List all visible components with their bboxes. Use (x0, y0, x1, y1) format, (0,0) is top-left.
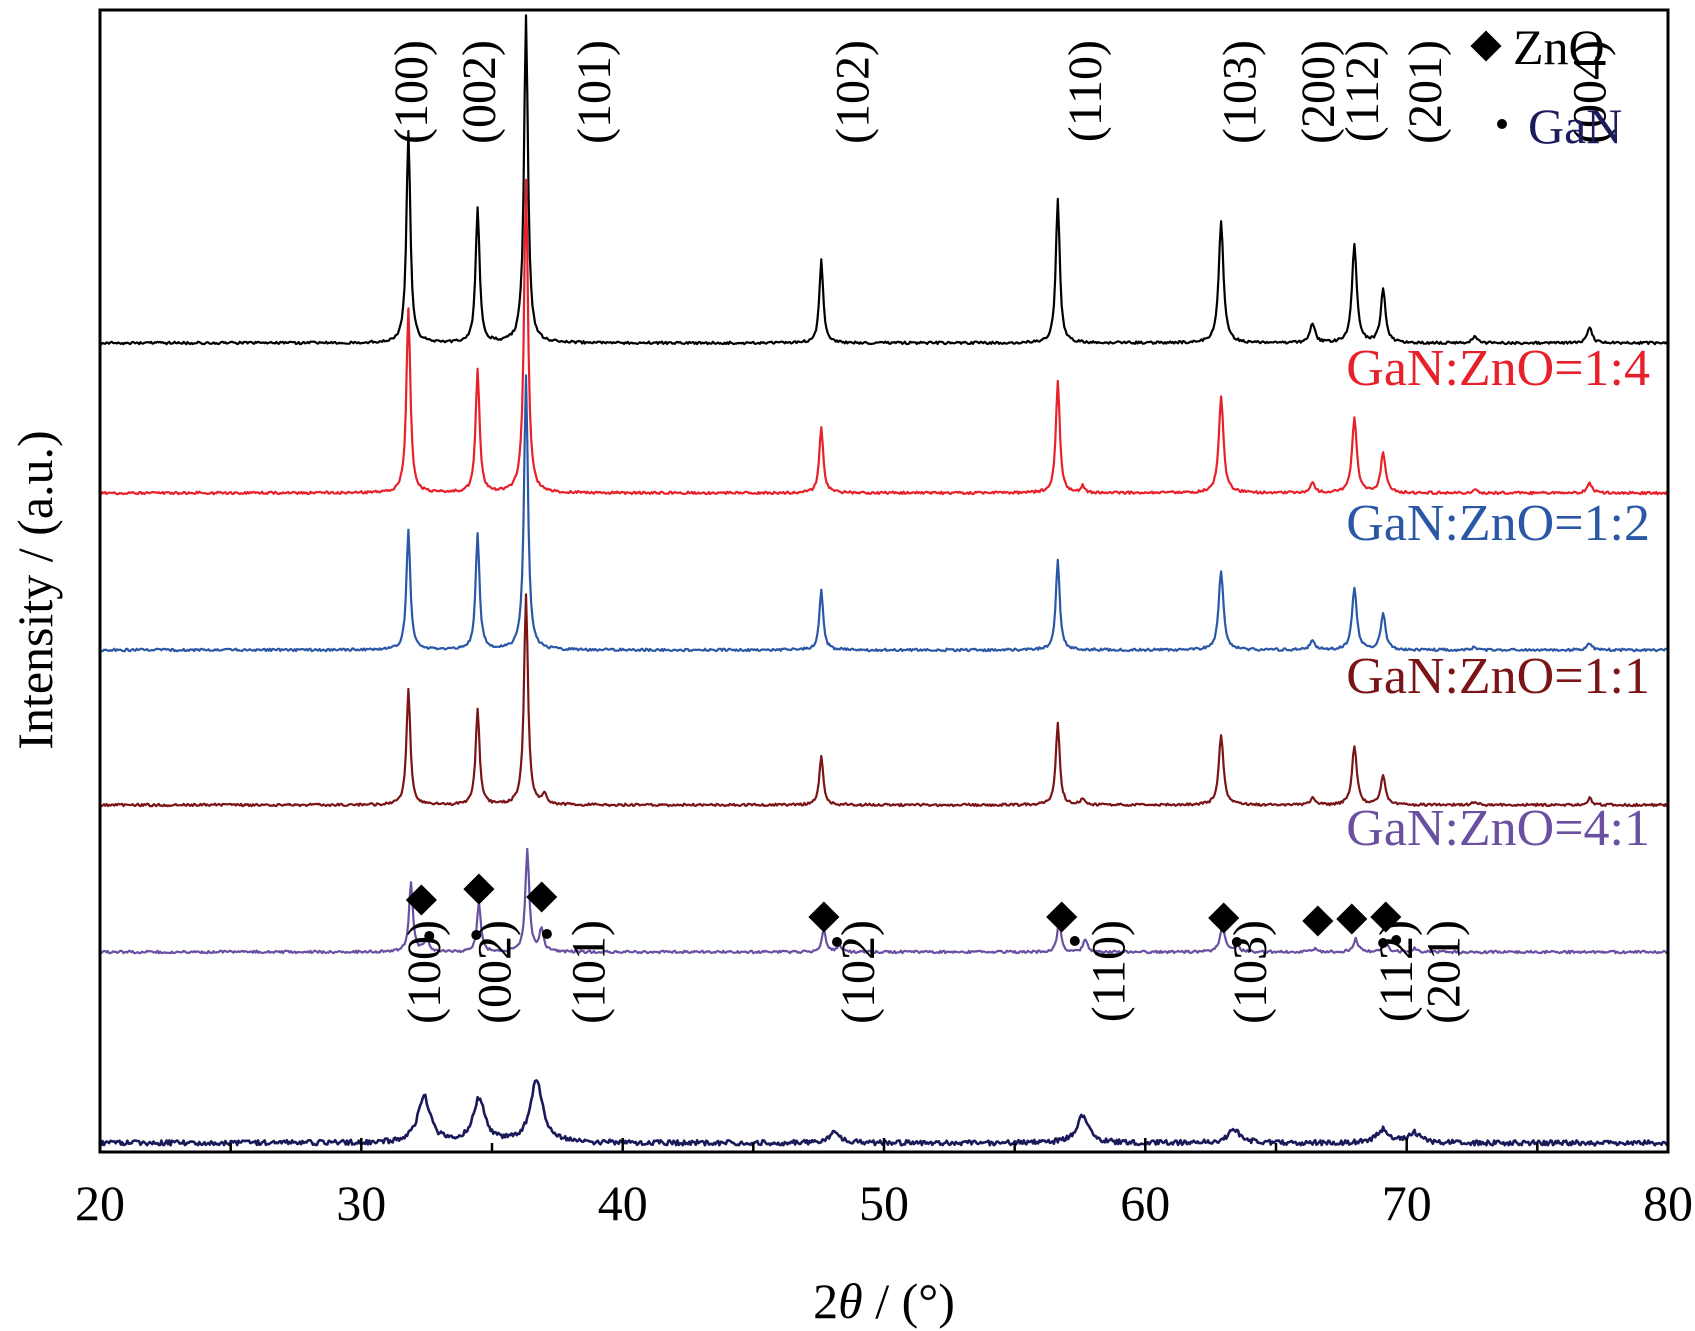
zno-diamond-marker (405, 884, 437, 916)
peak-label: (112) (1336, 40, 1389, 142)
series-name-label: GaN:ZnO=1:2 (1346, 495, 1650, 552)
x-axis-label: 2θ / (°) (813, 1273, 955, 1329)
peak-label: (101) (563, 920, 616, 1024)
legend-zno-label: ZnO (1513, 19, 1605, 75)
gan-dot-marker (541, 929, 552, 939)
series-name-label: GaN:ZnO=1:1 (1346, 648, 1650, 705)
zno-diamond-marker (463, 873, 495, 905)
peak-label: (110) (1083, 920, 1136, 1022)
gan-dot-marker (832, 937, 842, 947)
gan-dot-marker (1378, 938, 1389, 948)
gan-dot-marker (424, 931, 435, 941)
x-tick-label: 30 (336, 1175, 386, 1231)
series-name-label: GaN:ZnO=1:4 (1346, 340, 1650, 397)
x-axis-label-suffix: / (°) (863, 1273, 955, 1329)
x-tick-label: 40 (598, 1175, 648, 1231)
x-tick-label: 70 (1382, 1175, 1432, 1231)
x-tick-label: 60 (1120, 1175, 1170, 1231)
peak-label: (100) (385, 40, 438, 144)
gan-dot-marker (1391, 935, 1402, 945)
legend-gan-label: GaN (1528, 98, 1622, 154)
x-tick-label: 50 (859, 1175, 909, 1231)
series-line-2 (99, 374, 1669, 653)
peak-label: (102) (827, 40, 880, 144)
peak-label: (002) (453, 40, 506, 144)
series-line-4 (99, 847, 1669, 955)
peak-label: (110) (1059, 40, 1112, 142)
peak-label: (201) (1417, 920, 1470, 1024)
series-line-0 (99, 14, 1669, 346)
peak-label: (201) (1399, 40, 1452, 144)
series-line-1 (99, 178, 1669, 496)
series-name-label: GaN:ZnO=4:1 (1346, 800, 1650, 857)
series-line-3 (99, 593, 1669, 808)
gan-dot-marker (1231, 937, 1242, 947)
peak-label: (102) (832, 920, 885, 1024)
x-tick-layer: 20 30 40 50 60 70 80 (75, 1138, 1693, 1231)
series-name-layer: GaN:ZnO=1:4 GaN:ZnO=1:2 GaN:ZnO=1:1 GaN:ZnO… (1346, 340, 1650, 857)
peak-label: (004) (1564, 40, 1617, 144)
peak-label-layer: (100) (002) (101) (102) (110) (103) (200)(112)… (385, 40, 1617, 1024)
legend: ZnO GaN (1470, 19, 1622, 154)
x-tick-label: 80 (1643, 1175, 1693, 1231)
legend-gan-marker (1497, 119, 1507, 129)
peak-label: (103) (1224, 920, 1277, 1024)
gan-dot-marker (471, 930, 482, 940)
x-tick-label: 20 (75, 1175, 125, 1231)
peak-label: (200) (1292, 40, 1345, 144)
peak-label: (101) (568, 40, 621, 144)
peak-label: (103) (1213, 40, 1266, 144)
x-axis-label-prefix: 2 (813, 1273, 838, 1329)
gan-dot-marker (1069, 936, 1080, 946)
y-axis-label: Intensity / (a.u.) (7, 430, 63, 749)
x-axis-label-symbol: θ (838, 1273, 863, 1329)
